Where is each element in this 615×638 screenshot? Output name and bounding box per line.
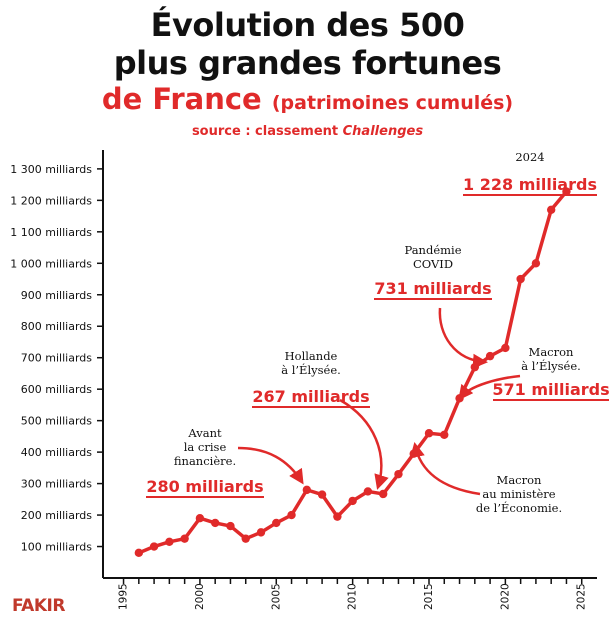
arrow-hollande bbox=[339, 398, 389, 490]
annotation-arrows bbox=[237, 307, 521, 496]
macron-elysee-label-1: Macron bbox=[529, 345, 574, 359]
y-axis-labels: 100 milliards 200 milliards 300 milliards 4… bbox=[10, 163, 92, 554]
covid-value: 731 milliards bbox=[374, 279, 491, 298]
data-point bbox=[134, 548, 144, 558]
crisis-value: 280 milliards bbox=[146, 477, 263, 496]
axes bbox=[97, 150, 597, 584]
fakir-logo: FAKIR bbox=[12, 596, 65, 616]
crisis-label-3: financière. bbox=[174, 454, 236, 468]
arrow-macron-eco bbox=[410, 442, 481, 496]
data-point bbox=[378, 489, 388, 499]
data-point bbox=[180, 534, 189, 543]
x-tick-label: 2000 bbox=[194, 583, 206, 610]
data-point bbox=[562, 187, 571, 196]
source-prefix: source : classement bbox=[191, 124, 343, 139]
x-tick-label: 2025 bbox=[576, 583, 588, 610]
y-tick-label: 900 milliards bbox=[21, 289, 92, 302]
data-point bbox=[241, 534, 250, 543]
x-axis-labels: 1995 2000 2005 2010 2015 2020 2025 bbox=[118, 583, 588, 610]
y-tick-label: 400 milliards bbox=[21, 446, 92, 459]
data-point bbox=[165, 537, 174, 547]
y-tick-label: 700 milliards bbox=[21, 352, 92, 365]
y-tick-label: 800 milliards bbox=[21, 320, 92, 333]
y-tick-label: 100 milliards bbox=[21, 541, 92, 554]
x-tick-label: 1995 bbox=[118, 583, 130, 610]
data-point bbox=[485, 351, 495, 361]
data-point bbox=[272, 518, 281, 528]
arrow-macron-elysee bbox=[458, 374, 521, 401]
y-tick-label: 500 milliards bbox=[21, 415, 92, 428]
data-point bbox=[210, 518, 220, 528]
title-line-2: plus grandes fortunes bbox=[113, 44, 502, 82]
y-tick-label: 300 milliards bbox=[21, 478, 92, 491]
y-tick-label: 1 000 milliards bbox=[10, 257, 92, 270]
covid-label-1: Pandémie bbox=[404, 243, 461, 257]
data-point bbox=[226, 521, 235, 531]
macron-eco-label-2: au ministère bbox=[482, 487, 555, 501]
data-point bbox=[256, 528, 266, 537]
data-point bbox=[516, 274, 525, 284]
data-point bbox=[195, 514, 205, 523]
data-point bbox=[440, 430, 449, 440]
x-tick-label: 2020 bbox=[499, 583, 511, 610]
data-point bbox=[501, 343, 510, 353]
data-point bbox=[333, 512, 342, 521]
year-2024-label: 2024 bbox=[515, 150, 544, 164]
data-point bbox=[363, 487, 373, 496]
data-point bbox=[317, 490, 327, 499]
x-tick-label: 2010 bbox=[347, 583, 359, 610]
hollande-label-2: à l’Élysée. bbox=[281, 363, 341, 377]
title-line-1: Évolution des 500 bbox=[150, 6, 465, 44]
hollande-label-1: Hollande bbox=[285, 349, 338, 363]
data-point bbox=[470, 362, 480, 372]
macron-eco-label-1: Macron bbox=[497, 473, 542, 487]
data-point bbox=[424, 429, 434, 438]
data-point bbox=[149, 542, 159, 551]
hollande-value: 267 milliards bbox=[252, 387, 369, 406]
x-tick-label: 2015 bbox=[423, 583, 435, 610]
data-point bbox=[546, 205, 556, 214]
y-tick-label: 200 milliards bbox=[21, 509, 92, 522]
macron-elysee-value: 571 milliards bbox=[492, 380, 609, 399]
macron-eco-label-3: de l’Économie. bbox=[476, 501, 562, 515]
x-tick-label: 2005 bbox=[270, 583, 282, 610]
title-subtitle: (patrimoines cumulés) bbox=[271, 92, 514, 114]
data-point bbox=[348, 496, 357, 506]
data-point bbox=[531, 259, 541, 268]
title-country: de France bbox=[101, 82, 262, 116]
y-tick-label: 1 200 milliards bbox=[10, 194, 92, 207]
source-line: source : classement Challenges bbox=[0, 124, 615, 139]
source-name: Challenges bbox=[342, 124, 424, 139]
year-2024-value: 1 228 milliards bbox=[463, 175, 597, 194]
crisis-label-2: la crise bbox=[184, 440, 227, 454]
arrow-covid bbox=[438, 307, 488, 369]
title-line-3: de France (patrimoines cumulés) bbox=[0, 82, 615, 116]
macron-elysee-label-2: à l’Élysée. bbox=[521, 359, 581, 373]
data-point bbox=[394, 469, 403, 479]
covid-label-2: COVID bbox=[413, 257, 453, 271]
y-tick-label: 1 300 milliards bbox=[10, 163, 92, 176]
series-group bbox=[134, 187, 571, 558]
y-tick-label: 600 milliards bbox=[21, 383, 92, 396]
data-point bbox=[302, 485, 312, 495]
arrow-crisis bbox=[237, 446, 304, 485]
crisis-label-1: Avant bbox=[187, 426, 222, 440]
y-tick-label: 1 100 milliards bbox=[10, 226, 92, 239]
data-point bbox=[287, 510, 296, 520]
